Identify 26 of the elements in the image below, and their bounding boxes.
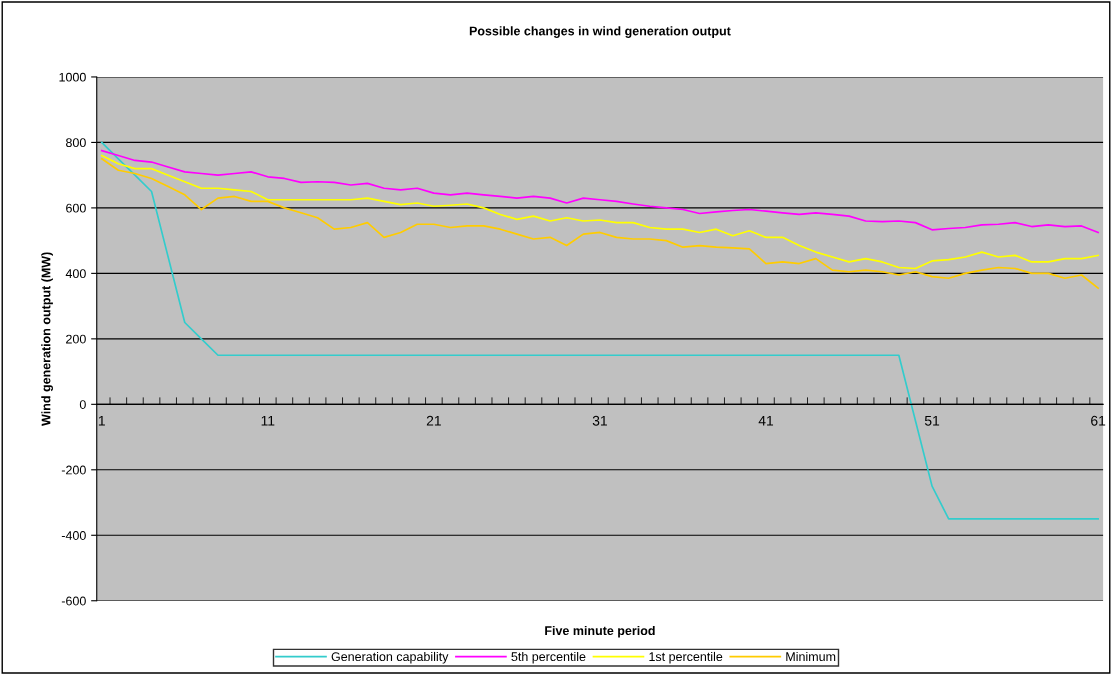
x-tick-label: 11 [261, 415, 275, 426]
y-tick-label: -600 [61, 596, 86, 606]
y-tick-label: 200 [66, 334, 86, 344]
y-tick-label: 800 [66, 138, 86, 148]
y-tick-label: 0 [79, 400, 86, 409]
legend-label: 5th percentile [511, 651, 586, 664]
line-series [100, 149, 1099, 234]
chart-title: Possible changes in wind generation output [469, 26, 731, 38]
x-tick-label: 61 [1091, 415, 1106, 426]
line-series [100, 157, 1099, 289]
legend-label: Generation capability [331, 651, 449, 664]
legend-label: Minimum [786, 651, 836, 662]
y-tick-label: -200 [61, 465, 86, 475]
x-tick-label: 1 [98, 415, 105, 426]
line-series [100, 154, 1099, 270]
x-tick-label: 41 [758, 415, 774, 426]
legend-label: 1st percentile [649, 651, 723, 664]
y-tick-label: 400 [65, 269, 86, 279]
y-axis-title: Wind generation output (MW) [41, 252, 53, 426]
x-tick-label: 31 [592, 415, 607, 426]
x-tick-label: 21 [426, 415, 441, 426]
x-axis-title: Five minute period [545, 625, 655, 638]
y-tick-label: -400 [61, 531, 86, 540]
x-tick-label: 51 [924, 415, 940, 426]
y-tick-label: 1000 [59, 72, 86, 82]
y-tick-label: 600 [66, 203, 86, 213]
